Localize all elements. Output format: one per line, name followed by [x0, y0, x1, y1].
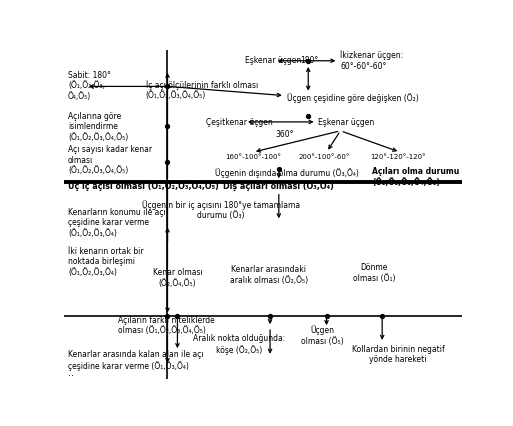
- Text: Açıların farklı niteliklerde
olması (Ö₁,Ö₂,Ö₃,Ö₄,Ö₅): Açıların farklı niteliklerde olması (Ö₁,…: [118, 315, 214, 335]
- Text: Eşkenar üçgen: Eşkenar üçgen: [318, 118, 374, 127]
- Text: Kenarlar arasında kalan alan ile açı
çeşidine karar verme (Ö₁,Ö₃,Ö₄): Kenarlar arasında kalan alan ile açı çeş…: [68, 349, 204, 370]
- Text: Dönme
olması (Ö₁): Dönme olması (Ö₁): [353, 263, 396, 282]
- Text: Dış açıları olması (Ö₃,Ö₄): Dış açıları olması (Ö₃,Ö₄): [223, 181, 334, 190]
- Text: Aralık nokta olduğunda:
köşe (Ö₂,Ö₅): Aralık nokta olduğunda: köşe (Ö₂,Ö₅): [193, 334, 285, 354]
- Text: Üç iç açısı olması (Ö₁,Ö₂,Ö₃,Ö₄,Ö₅): Üç iç açısı olması (Ö₁,Ö₂,Ö₃,Ö₄,Ö₅): [68, 181, 219, 190]
- Text: Üçgen çeşidine göre değişken (Ö₂): Üçgen çeşidine göre değişken (Ö₂): [287, 93, 419, 103]
- Text: 180°: 180°: [300, 56, 319, 65]
- Text: İki kenarın ortak bir
noktada birleşimi
(Ö₁,Ö₂,Ö₃,Ö₄): İki kenarın ortak bir noktada birleşimi …: [68, 246, 144, 276]
- Text: Eşkenar üçgen: Eşkenar üçgen: [245, 56, 301, 65]
- Text: Üçgenin bir iç açısını 180°ye tamamlama
durumu (Ö₃): Üçgenin bir iç açısını 180°ye tamamlama …: [142, 199, 300, 220]
- Text: Sabit: 180°
(Ö₁,Ö₂,Ö₃,
Ö₄,Ö₅): Sabit: 180° (Ö₁,Ö₂,Ö₃, Ö₄,Ö₅): [68, 71, 111, 101]
- Text: ..: ..: [68, 367, 74, 377]
- Text: 160°-100°-100°: 160°-100°-100°: [225, 154, 281, 160]
- Text: Çeşitkenar üçgen: Çeşitkenar üçgen: [206, 118, 273, 127]
- Text: Üçgen
olması (Ö₅): Üçgen olması (Ö₅): [301, 325, 344, 345]
- Text: 360°: 360°: [275, 130, 294, 138]
- Text: Açı sayısı kadar kenar
olması
(Ö₁,Ö₂,Ö₃,Ö₄,Ö₅): Açı sayısı kadar kenar olması (Ö₁,Ö₂,Ö₃,…: [68, 145, 152, 175]
- Text: Kollardan birinin negatif
yönde hareketi: Kollardan birinin negatif yönde hareketi: [352, 344, 444, 363]
- Text: 120°-120°-120°: 120°-120°-120°: [370, 154, 426, 160]
- Text: Kenar olması
(Ö₂,Ö₄,Ö₅): Kenar olması (Ö₂,Ö₄,Ö₅): [152, 268, 202, 287]
- Text: İç açı ölçülerinin farklı olması
(Ö₁,Ö₂,Ö₃,Ö₄,Ö₅): İç açı ölçülerinin farklı olması (Ö₁,Ö₂,…: [146, 80, 258, 100]
- Text: Açılarına göre
isimlendirme
(Ö₁,Ö₂,Ö₃,Ö₄,Ö₅): Açılarına göre isimlendirme (Ö₁,Ö₂,Ö₃,Ö₄…: [68, 112, 128, 141]
- Text: Kenarların konumu ile açı
çeşidine karar verme
(Ö₁,Ö₂,Ö₃,Ö₄): Kenarların konumu ile açı çeşidine karar…: [68, 207, 166, 237]
- Text: İkizkenar üçgen:
60°-60°-60°: İkizkenar üçgen: 60°-60°-60°: [341, 50, 404, 70]
- Text: Kenarlar arasındaki
aralık olması (Ö₂,Ö₅): Kenarlar arasındaki aralık olması (Ö₂,Ö₅…: [230, 265, 308, 284]
- Text: Açıları olma durumu
(Ö₁,Ö₂,Ö₃,Ö₄,Ö₅): Açıları olma durumu (Ö₁,Ö₂,Ö₃,Ö₄,Ö₅): [372, 167, 460, 186]
- Text: Üçgenin dışında olma durumu (Ö₃,Ö₄): Üçgenin dışında olma durumu (Ö₃,Ö₄): [215, 168, 359, 178]
- Text: 200°-100°-60°: 200°-100°-60°: [299, 154, 350, 160]
